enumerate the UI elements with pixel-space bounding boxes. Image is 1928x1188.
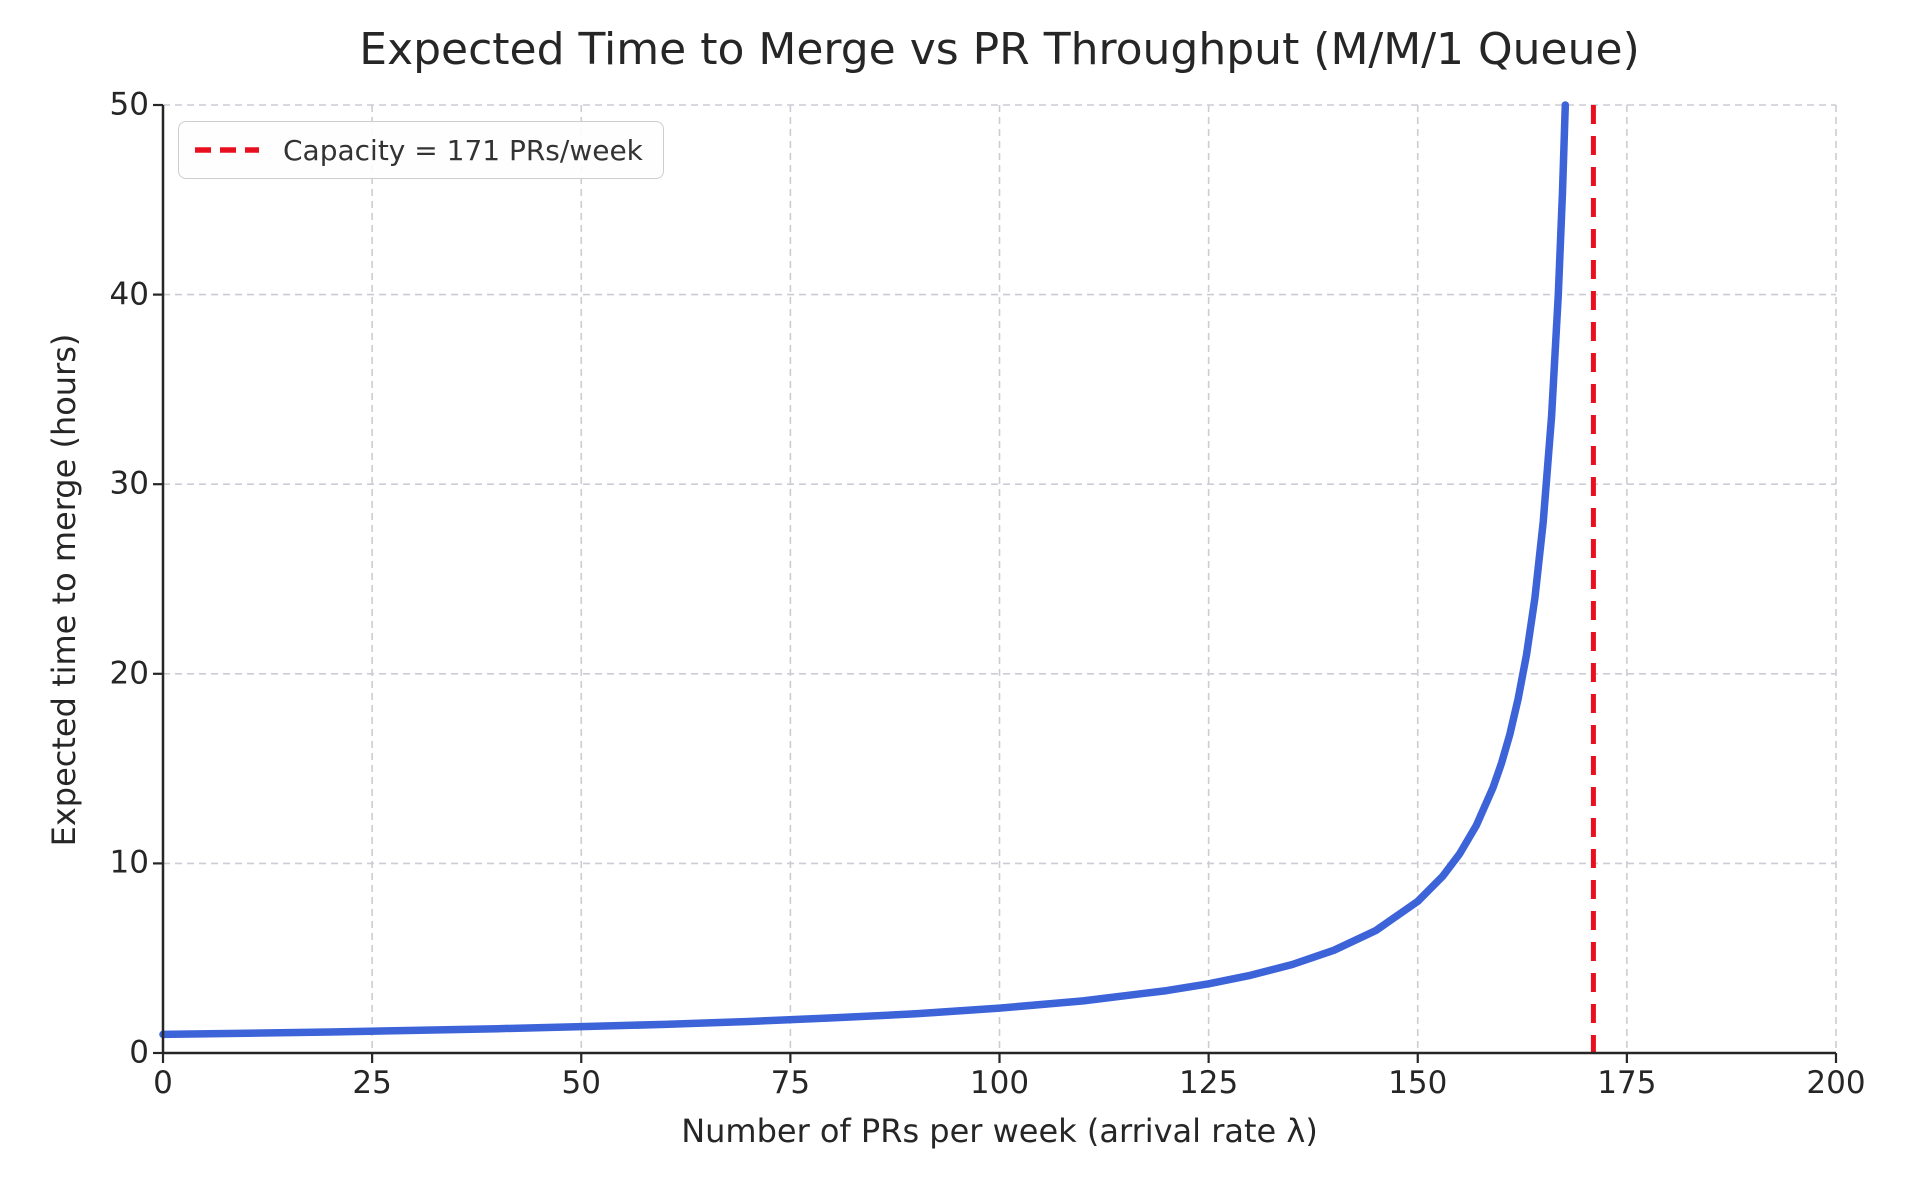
x-tick-label-50: 50 bbox=[561, 1065, 601, 1101]
legend-label: Capacity = 171 PRs/week bbox=[283, 133, 643, 167]
y-tick-label-40: 40 bbox=[109, 276, 149, 313]
x-tick-label-125: 125 bbox=[1179, 1065, 1239, 1101]
capacity-dashed-line-swatch bbox=[195, 147, 259, 153]
x-tick-label-200: 200 bbox=[1806, 1065, 1866, 1101]
x-tick-label-100: 100 bbox=[969, 1065, 1030, 1101]
y-tick-label-0: 0 bbox=[129, 1034, 149, 1071]
x-tick-label-150: 150 bbox=[1388, 1065, 1448, 1101]
legend: Capacity = 171 PRs/week bbox=[178, 121, 664, 179]
x-tick-label-175: 175 bbox=[1597, 1065, 1657, 1101]
plot-area bbox=[153, 101, 1838, 1063]
y-tick-label-10: 10 bbox=[109, 844, 149, 881]
y-tick-label-30: 30 bbox=[109, 465, 149, 502]
y-axis-label: Expected time to merge (hours) bbox=[45, 333, 83, 847]
y-tick-label-50: 50 bbox=[109, 86, 149, 123]
plot-canvas bbox=[153, 101, 1838, 1063]
chart-title: Expected Time to Merge vs PR Throughput … bbox=[359, 24, 1640, 75]
y-tick-label-20: 20 bbox=[109, 655, 149, 692]
x-tick-label-0: 0 bbox=[153, 1065, 173, 1101]
merge-time-curve bbox=[159, 101, 1570, 1039]
x-axis-label: Number of PRs per week (arrival rate λ) bbox=[681, 1112, 1318, 1150]
x-tick-label-75: 75 bbox=[770, 1065, 811, 1101]
x-tick-label-25: 25 bbox=[352, 1065, 392, 1101]
